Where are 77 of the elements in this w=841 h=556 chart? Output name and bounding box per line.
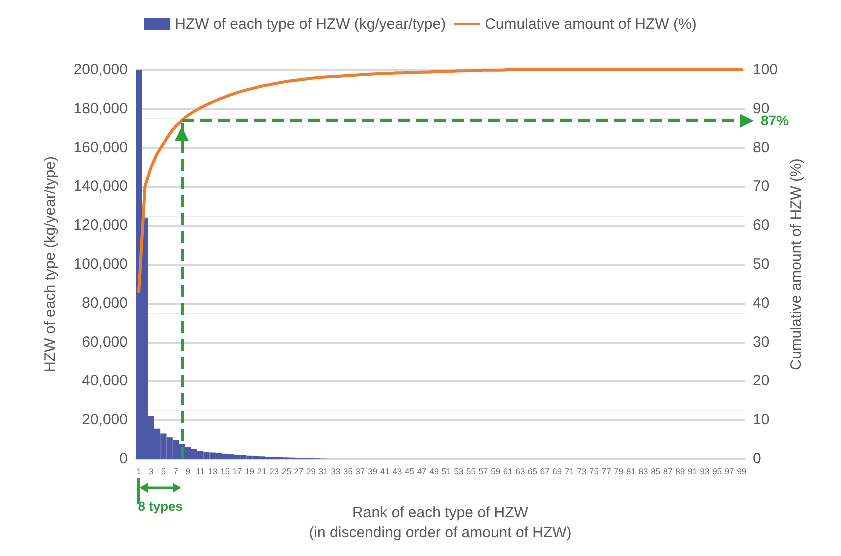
x-tick-label: 53 xyxy=(454,466,464,476)
y2-tick-label: 30 xyxy=(753,334,770,351)
x-tick-label: 21 xyxy=(257,466,268,476)
x-tick-label: 5 xyxy=(161,466,166,476)
x-tick-label: 97 xyxy=(724,466,735,476)
x-tick-label: 31 xyxy=(318,466,329,476)
x-tick-label: 65 xyxy=(528,466,538,476)
x-tick-label: 9 xyxy=(186,466,191,476)
x-tick-label: 29 xyxy=(306,466,316,476)
x-tick-label: 69 xyxy=(552,466,562,476)
x-tick-label: 91 xyxy=(688,466,698,476)
y-tick-label: 180,000 xyxy=(74,100,128,118)
x-tick-label: 27 xyxy=(294,466,304,476)
y-tick-label: 0 xyxy=(120,450,128,468)
y2-tick-label: 50 xyxy=(753,256,770,273)
x-tick-label: 15 xyxy=(220,466,230,476)
x-tick-label: 13 xyxy=(208,466,218,476)
x-tick-label: 3 xyxy=(149,466,154,476)
x-tick-label: 51 xyxy=(442,466,452,476)
legend-label: HZW of each type of HZW (kg/year/type) xyxy=(175,16,446,33)
y2-axis-title: Cumulative amount of HZW (%) xyxy=(788,158,805,370)
x-tick-label: 81 xyxy=(626,466,636,476)
x-tick-label: 67 xyxy=(540,466,550,476)
y2-tick-label: 20 xyxy=(753,372,770,390)
x-tick-label: 7 xyxy=(174,466,179,476)
x-tick-label: 33 xyxy=(331,466,341,476)
x-tick-label: 11 xyxy=(196,466,206,476)
legend-label: Cumulative amount of HZW (%) xyxy=(485,16,697,33)
x-tick-label: 83 xyxy=(638,466,648,476)
x-tick-label: 49 xyxy=(430,466,440,476)
x-tick-label: 57 xyxy=(478,466,489,476)
x-tick-label: 25 xyxy=(282,466,292,476)
y2-tick-label: 80 xyxy=(753,139,770,156)
x-tick-label: 77 xyxy=(602,466,612,476)
x-tick-label: 19 xyxy=(245,466,255,476)
x-tick-label: 73 xyxy=(577,466,587,476)
x-tick-label: 1 xyxy=(136,466,142,476)
x-tick-label: 23 xyxy=(270,466,280,476)
y-tick-label: 200,000 xyxy=(74,62,128,78)
x-axis-title: Rank of each type of HZW (in discending order of amount of HZW) xyxy=(309,504,572,542)
x-tick-label: 55 xyxy=(466,466,476,476)
x-tick-label: 85 xyxy=(651,466,661,476)
y-tick-label: 100,000 xyxy=(74,256,128,273)
y2-tick-label: 0 xyxy=(753,450,762,468)
x-tick-label: 37 xyxy=(356,466,366,476)
y2-tick-label: 10 xyxy=(753,412,770,429)
y-tick-label: 140,000 xyxy=(74,178,128,196)
x-tick-label: 87 xyxy=(663,466,674,476)
x-tick-label: 41 xyxy=(380,466,390,476)
x-tick-label: 99 xyxy=(737,466,747,476)
y2-tick-label: 100 xyxy=(753,62,778,78)
y2-tick-label: 60 xyxy=(753,217,770,234)
x-tick-label: 45 xyxy=(405,466,415,476)
x-tick-label: 43 xyxy=(392,466,402,476)
ref-line-label: 87% xyxy=(761,112,790,129)
y-tick-label: 60,000 xyxy=(82,334,128,351)
x-tick-label: 95 xyxy=(712,466,722,476)
x-tick-label: 63 xyxy=(516,466,526,476)
x-tick-label: 79 xyxy=(614,466,624,476)
x-tick-label: 93 xyxy=(700,466,710,476)
x-tick-label: 39 xyxy=(368,466,378,476)
x-tick-label: 35 xyxy=(343,466,354,476)
x-tick-label: 59 xyxy=(491,466,501,476)
y2-tick-label: 40 xyxy=(753,294,770,312)
x-tick-label: 17 xyxy=(232,466,242,476)
x-tick-label: 75 xyxy=(590,466,600,476)
x-tick-label: 89 xyxy=(676,466,686,476)
y-tick-label: 80,000 xyxy=(82,294,128,312)
y-tick-label: 120,000 xyxy=(74,217,128,234)
x-tick-label: 61 xyxy=(503,466,514,476)
y-tick-label: 160,000 xyxy=(74,139,128,156)
x-tick-label: 47 xyxy=(417,466,428,476)
y-tick-label: 20,000 xyxy=(82,412,128,429)
x-tick-label: 71 xyxy=(564,466,575,476)
y2-tick-label: 70 xyxy=(753,178,770,196)
y-tick-label: 40,000 xyxy=(82,372,128,390)
y-axis-title: HZW of each type (kg/year/type) xyxy=(42,156,59,372)
